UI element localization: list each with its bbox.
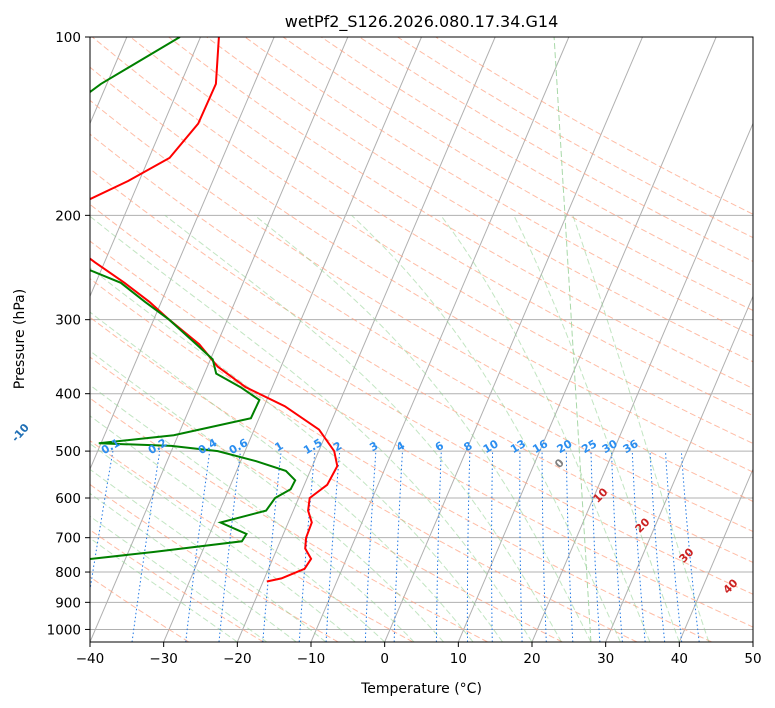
dry-adiabat xyxy=(206,37,753,363)
mixing-ratio-line xyxy=(131,451,161,642)
x-tick-label: 50 xyxy=(744,651,761,667)
dry-adiabat xyxy=(90,483,339,642)
dry-adiabat xyxy=(90,316,638,642)
x-tick-label: −40 xyxy=(76,651,105,667)
moist-adiabat xyxy=(90,415,386,642)
moist-adiabat xyxy=(90,468,327,642)
y-tick-label: 600 xyxy=(55,491,81,507)
mixing-ratio-line xyxy=(185,451,211,642)
moist-adiabat xyxy=(90,537,238,642)
dry-adiabat xyxy=(90,168,753,563)
moist-adiabat xyxy=(164,214,562,642)
moist-adiabat xyxy=(572,215,710,642)
moist-adiabat xyxy=(90,515,268,642)
moist-adiabat xyxy=(90,215,533,642)
mixing-ratio-line xyxy=(298,451,316,642)
y-tick-label: 800 xyxy=(55,565,81,581)
isotherm xyxy=(384,37,643,642)
y-tick-label: 1000 xyxy=(47,622,81,638)
dry-adiabat xyxy=(90,240,753,628)
moist-adiabat xyxy=(90,267,503,642)
plot-frame xyxy=(89,36,754,643)
isotherm xyxy=(90,37,349,642)
moist-adiabat xyxy=(90,350,444,642)
moist-adiabat xyxy=(90,492,297,642)
y-tick-label: 700 xyxy=(55,531,81,547)
reference-curve xyxy=(553,37,592,642)
x-tick-label: −10 xyxy=(297,651,326,667)
dry-adiabat xyxy=(282,37,753,312)
x-tick-label: 0 xyxy=(380,651,389,667)
y-tick-label: 400 xyxy=(55,387,81,403)
mixing-ratio-line xyxy=(90,451,114,593)
mixing-ratio-line xyxy=(665,451,683,642)
isotherm xyxy=(163,37,422,642)
x-tick-label: −20 xyxy=(223,651,252,667)
x-tick-label: 30 xyxy=(597,651,614,667)
dewpoint-profile-line xyxy=(90,37,297,561)
y-tick-label: 300 xyxy=(55,313,81,329)
isotherm xyxy=(605,295,753,642)
dry-adiabat xyxy=(90,66,753,473)
moist-adiabat xyxy=(440,215,651,642)
dry-adiabat xyxy=(90,397,488,642)
temperature-profile-line xyxy=(90,37,339,583)
moist-adiabat xyxy=(351,214,621,642)
x-axis-label: Temperature (°C) xyxy=(360,681,482,697)
mixing-ratio-line xyxy=(262,451,282,642)
x-tick-label: −30 xyxy=(149,651,178,667)
dry-adiabat xyxy=(90,356,563,642)
y-axis-label: Pressure (hPa) xyxy=(12,289,28,389)
moist-adiabat xyxy=(513,215,680,642)
y-tick-label: 100 xyxy=(55,30,81,46)
mixing-ratio-line xyxy=(631,451,646,642)
isotherm xyxy=(90,37,201,298)
y-tick-label: 900 xyxy=(55,595,81,611)
x-tick-label: 40 xyxy=(671,651,688,667)
x-tick-label: 10 xyxy=(450,651,467,667)
dry-adiabat xyxy=(90,203,753,595)
isotherm xyxy=(678,467,753,642)
moist-adiabat xyxy=(254,214,592,642)
x-tick-label: 20 xyxy=(523,651,540,667)
mixing-ratio-line xyxy=(680,451,700,642)
dry-adiabat xyxy=(130,37,753,417)
y-tick-label: 500 xyxy=(55,444,81,460)
isotherm xyxy=(236,37,496,642)
y-tick-label: 200 xyxy=(55,208,81,224)
dry-adiabat xyxy=(90,576,190,642)
moist-adiabat xyxy=(90,311,474,642)
isotherm xyxy=(90,37,275,471)
moist-adiabat xyxy=(90,443,356,642)
chart-title: wetPf2_S126.2026.080.17.34.G14 xyxy=(285,12,559,32)
mixing-ratio-line xyxy=(649,451,666,642)
mixing-ratio-line xyxy=(218,451,241,642)
